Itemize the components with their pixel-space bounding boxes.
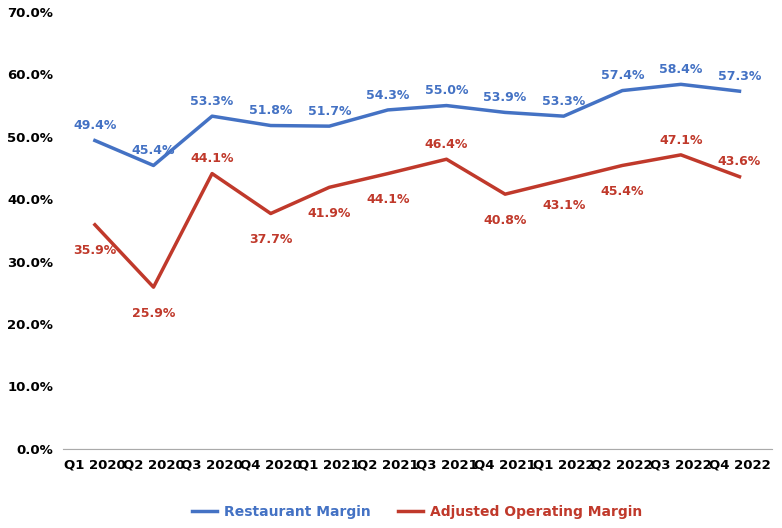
Restaurant Margin	[207, 113, 217, 119]
Adjusted Operating Margin	[735, 174, 744, 180]
Text: 47.1%: 47.1%	[659, 134, 703, 147]
Text: 49.4%: 49.4%	[74, 119, 117, 132]
Text: 45.4%: 45.4%	[601, 185, 644, 198]
Text: 51.8%: 51.8%	[249, 104, 292, 117]
Text: 43.6%: 43.6%	[718, 155, 761, 168]
Text: 51.7%: 51.7%	[307, 105, 351, 118]
Text: 44.1%: 44.1%	[366, 193, 410, 206]
Restaurant Margin	[618, 88, 627, 94]
Adjusted Operating Margin	[500, 191, 510, 197]
Text: 41.9%: 41.9%	[307, 207, 351, 220]
Text: 53.3%: 53.3%	[542, 95, 585, 108]
Adjusted Operating Margin	[325, 184, 334, 191]
Text: 37.7%: 37.7%	[249, 233, 292, 246]
Restaurant Margin	[676, 81, 686, 88]
Legend: Restaurant Margin, Adjusted Operating Margin: Restaurant Margin, Adjusted Operating Ma…	[186, 499, 648, 524]
Restaurant Margin	[90, 137, 99, 144]
Text: 44.1%: 44.1%	[190, 152, 234, 165]
Text: 43.1%: 43.1%	[542, 199, 586, 212]
Adjusted Operating Margin	[559, 177, 569, 183]
Adjusted Operating Margin	[207, 171, 217, 177]
Text: 53.3%: 53.3%	[191, 95, 234, 108]
Restaurant Margin	[383, 107, 393, 113]
Restaurant Margin	[266, 122, 275, 129]
Adjusted Operating Margin	[90, 222, 99, 228]
Text: 57.4%: 57.4%	[601, 69, 644, 82]
Text: 40.8%: 40.8%	[483, 214, 527, 227]
Adjusted Operating Margin	[676, 152, 686, 158]
Restaurant Margin	[735, 88, 744, 95]
Text: 58.4%: 58.4%	[659, 63, 702, 76]
Restaurant Margin	[442, 102, 451, 109]
Line: Restaurant Margin: Restaurant Margin	[95, 84, 740, 165]
Adjusted Operating Margin	[618, 162, 627, 168]
Adjusted Operating Margin	[442, 156, 451, 163]
Text: 57.3%: 57.3%	[718, 70, 761, 83]
Adjusted Operating Margin	[149, 284, 158, 290]
Text: 45.4%: 45.4%	[131, 144, 175, 157]
Text: 46.4%: 46.4%	[425, 138, 468, 151]
Text: 35.9%: 35.9%	[74, 244, 117, 257]
Restaurant Margin	[149, 162, 158, 168]
Restaurant Margin	[500, 109, 510, 116]
Restaurant Margin	[325, 123, 334, 129]
Restaurant Margin	[559, 113, 569, 119]
Line: Adjusted Operating Margin: Adjusted Operating Margin	[95, 155, 740, 287]
Text: 25.9%: 25.9%	[132, 307, 175, 319]
Text: 53.9%: 53.9%	[483, 91, 527, 104]
Adjusted Operating Margin	[266, 210, 275, 216]
Text: 55.0%: 55.0%	[425, 84, 468, 97]
Adjusted Operating Margin	[383, 171, 393, 177]
Text: 54.3%: 54.3%	[366, 89, 410, 101]
